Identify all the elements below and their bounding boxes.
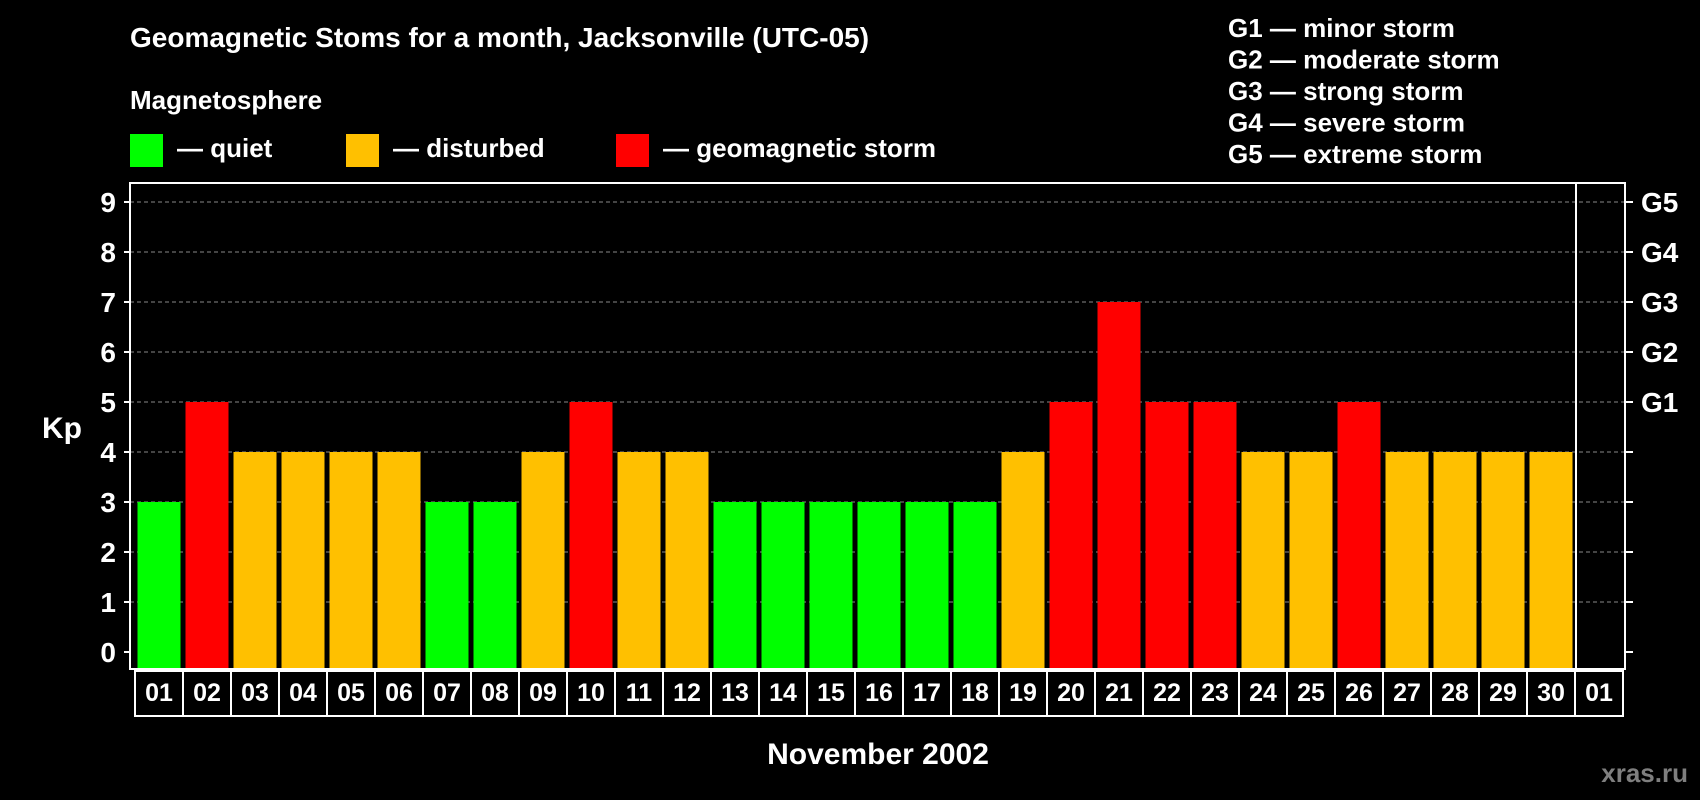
x-tick-label-1: 01	[145, 679, 173, 707]
g-axis-label-G2: G2	[1641, 337, 1678, 368]
x-tick-label-15: 15	[817, 679, 845, 707]
x-tick-label-9: 09	[529, 679, 557, 707]
bar-day-19	[1001, 452, 1045, 668]
chart-title: Geomagnetic Stoms for a month, Jacksonvi…	[130, 22, 869, 53]
y-tick-label-2: 2	[100, 537, 116, 568]
bar-day-10	[569, 402, 613, 668]
bar-day-28	[1433, 452, 1477, 668]
y-tick-label-9: 9	[100, 187, 116, 218]
g-scale-item-3: G3 — strong storm	[1228, 76, 1463, 106]
legend-label-1: — quiet	[177, 133, 273, 163]
bar-day-04	[281, 452, 325, 668]
bar-day-02	[185, 402, 229, 668]
bar-day-26	[1337, 402, 1381, 668]
bar-day-29	[1481, 452, 1525, 668]
bar-day-09	[521, 452, 565, 668]
g-axis-label-G1: G1	[1641, 387, 1678, 418]
bar-day-24	[1241, 452, 1285, 668]
y-tick-label-6: 6	[100, 337, 116, 368]
x-tick-label-10: 10	[577, 679, 605, 707]
bar-day-11	[617, 452, 661, 668]
y-tick-label-4: 4	[100, 437, 116, 468]
x-tick-label-28: 28	[1441, 679, 1469, 707]
x-tick-label-12: 12	[673, 679, 701, 707]
x-tick-label-18: 18	[961, 679, 989, 707]
g-scale-item-5: G5 — extreme storm	[1228, 139, 1482, 169]
x-tick-label-17: 17	[913, 679, 941, 707]
x-tick-label-20: 20	[1057, 679, 1085, 707]
g-axis-label-G5: G5	[1641, 187, 1678, 218]
x-tick-label-4: 04	[289, 679, 317, 707]
x-tick-label-13: 13	[721, 679, 749, 707]
bar-day-25	[1289, 452, 1333, 668]
watermark: xras.ru	[1601, 758, 1688, 788]
x-tick-label-29: 29	[1489, 679, 1517, 707]
x-tick-label-24: 24	[1249, 679, 1277, 707]
y-tick-label-7: 7	[100, 287, 116, 318]
g-scale-item-2: G2 — moderate storm	[1228, 45, 1500, 75]
x-tick-label-7: 07	[433, 679, 461, 707]
bar-day-13	[713, 502, 757, 668]
bar-day-20	[1049, 402, 1093, 668]
y-axis-label: Kp	[42, 412, 82, 445]
x-tick-label-3: 03	[241, 679, 269, 707]
bar-day-27	[1385, 452, 1429, 668]
bar-day-17	[905, 502, 949, 668]
x-tick-label-6: 06	[385, 679, 413, 707]
x-tick-label-31: 01	[1585, 679, 1613, 707]
g-axis-label-G4: G4	[1641, 237, 1679, 268]
bar-day-03	[233, 452, 277, 668]
x-tick-label-30: 30	[1537, 679, 1565, 707]
x-axis-label: November 2002	[767, 738, 989, 771]
bar-day-06	[377, 452, 421, 668]
bar-day-08	[473, 502, 517, 668]
x-tick-label-23: 23	[1201, 679, 1229, 707]
bar-day-15	[809, 502, 853, 668]
bar-day-01	[137, 502, 181, 668]
plot-frame	[129, 182, 1626, 670]
legend-label-3: — geomagnetic storm	[663, 133, 936, 163]
bar-day-12	[665, 452, 709, 668]
bar-day-07	[425, 502, 469, 668]
y-tick-label-1: 1	[100, 587, 116, 618]
x-tick-label-22: 22	[1153, 679, 1181, 707]
x-tick-label-16: 16	[865, 679, 893, 707]
bar-day-18	[953, 502, 997, 668]
bar-day-05	[329, 452, 373, 668]
bar-day-21	[1097, 302, 1141, 668]
x-tick-label-11: 11	[626, 679, 653, 707]
g-axis-label-G3: G3	[1641, 287, 1678, 318]
legend-label-2: — disturbed	[393, 133, 545, 163]
g-scale-item-4: G4 — severe storm	[1228, 108, 1465, 138]
bar-day-14	[761, 502, 805, 668]
bar-day-30	[1529, 452, 1573, 668]
bar-day-16	[857, 502, 901, 668]
x-tick-label-27: 27	[1393, 679, 1421, 707]
legend-title: Magnetosphere	[130, 85, 322, 115]
y-tick-label-3: 3	[100, 487, 116, 518]
x-tick-label-14: 14	[769, 679, 797, 707]
x-tick-label-19: 19	[1009, 679, 1037, 707]
y-tick-label-8: 8	[100, 237, 116, 268]
x-tick-label-25: 25	[1297, 679, 1325, 707]
legend-swatch-2	[346, 134, 379, 167]
legend-swatch-1	[130, 134, 163, 167]
y-tick-label-5: 5	[100, 387, 116, 418]
y-tick-label-0: 0	[100, 637, 116, 668]
date-row-frame	[134, 670, 1624, 717]
x-tick-label-21: 21	[1105, 679, 1133, 707]
legend: — quiet — disturbed — geomagnetic storm	[130, 133, 936, 167]
x-tick-label-8: 08	[481, 679, 509, 707]
x-tick-label-5: 05	[337, 679, 365, 707]
legend-swatch-3	[616, 134, 649, 167]
x-tick-label-26: 26	[1345, 679, 1373, 707]
bar-day-23	[1193, 402, 1237, 668]
bar-day-22	[1145, 402, 1189, 668]
g-scale-item-1: G1 — minor storm	[1228, 13, 1455, 43]
x-tick-label-2: 02	[193, 679, 221, 707]
